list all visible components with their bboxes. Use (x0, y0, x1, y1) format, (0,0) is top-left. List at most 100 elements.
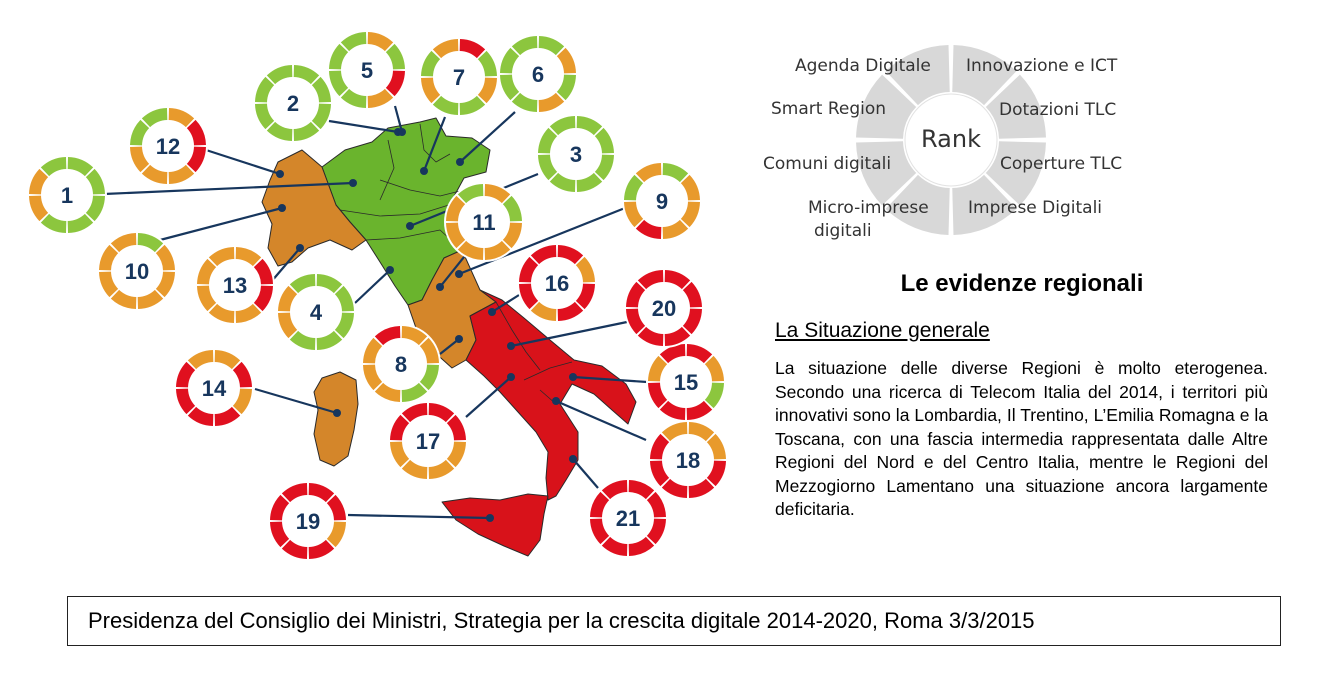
badge-segment (511, 92, 538, 112)
rank-badge-3: 3 (536, 114, 616, 194)
badge-center (513, 49, 563, 99)
badge-segment (686, 400, 713, 420)
badge-segment (197, 258, 217, 285)
badge-segment (176, 361, 196, 388)
badge-segment (519, 283, 539, 310)
rank-wheel-segment (985, 141, 1046, 206)
badge-segment (99, 244, 119, 271)
badge-segment (594, 154, 614, 181)
badge-segment (661, 422, 688, 442)
badge-segment (168, 108, 195, 128)
badge-segment (594, 127, 614, 154)
badge-segment (576, 116, 603, 136)
badge-segment (446, 195, 466, 222)
rank-badge-9: 9 (622, 161, 702, 241)
badge-segment (235, 247, 262, 267)
badge-segment (457, 184, 484, 204)
badge-center (268, 78, 318, 128)
rank-badge-13: 13 (195, 245, 275, 325)
badge-rank-number: 13 (223, 273, 247, 298)
badge-segment (635, 163, 662, 183)
badge-segment (688, 478, 715, 498)
badge-segment (511, 36, 538, 56)
badge-segment (459, 95, 486, 115)
rank-center-label: Rank (921, 125, 981, 153)
badge-segment (266, 121, 293, 141)
badge-segment (363, 364, 383, 391)
rank-badge-5: 5 (327, 30, 407, 110)
rank-wheel-segment (856, 141, 917, 206)
badge-segment (428, 403, 455, 423)
badge-segment (650, 460, 670, 487)
badge-segment (419, 337, 439, 364)
badge-segment (334, 312, 354, 339)
badge-center (112, 246, 162, 296)
badge-segment (549, 172, 576, 192)
badge-segment (704, 382, 724, 409)
badge-rank-number: 17 (416, 429, 440, 454)
badge-segment (278, 285, 298, 312)
rank-label-smart-region: Smart Region (771, 99, 887, 119)
badge-segment (401, 459, 428, 479)
badge-segment (549, 116, 576, 136)
badge-center (459, 197, 509, 247)
badge-segment (278, 312, 298, 339)
badge-rank-number: 1 (61, 183, 73, 208)
badge-segment (590, 518, 610, 545)
rank-label-agenda-digitale: Agenda Digitale (795, 56, 931, 76)
rank-badge-17: 17 (388, 401, 468, 481)
rank-badge-4: 4 (276, 272, 356, 352)
badge-segment (538, 92, 565, 112)
badge-segment (477, 77, 497, 104)
badge-segment (432, 39, 459, 59)
badge-segment (575, 256, 595, 283)
rank-label-innovazione-ict: Innovazione e ICT (966, 56, 1118, 76)
badge-center (291, 287, 341, 337)
badge-rank-number: 18 (676, 448, 700, 473)
badge-segment (374, 326, 401, 346)
badge-segment (253, 258, 273, 285)
badge-segment (326, 521, 346, 548)
rank-badge-15: 15 (646, 342, 726, 422)
badge-segment (576, 172, 603, 192)
leader-dots (276, 128, 577, 522)
badge-segment (186, 119, 206, 146)
badge-segment (646, 518, 666, 545)
badge-segment (390, 414, 410, 441)
badge-segment (664, 326, 691, 346)
rank-wheel-segment (985, 74, 1046, 139)
badge-segment (270, 494, 290, 521)
body-paragraph: La situazione delle diverse Regioni è mo… (775, 358, 1268, 519)
section-subheading: La Situazione generale (775, 319, 990, 342)
badge-rank-number: 9 (656, 189, 668, 214)
badge-segment (635, 219, 662, 239)
badge-rank-number: 11 (472, 210, 495, 235)
badge-segment (208, 247, 235, 267)
badge-segment (316, 330, 343, 350)
rank-badge-2: 2 (253, 63, 333, 143)
badge-segment (706, 460, 726, 487)
badge-segment (99, 271, 119, 298)
badge-segment (110, 233, 137, 253)
badge-segment (538, 36, 565, 56)
badge-center (283, 496, 333, 546)
badge-segment (293, 121, 320, 141)
badge-segment (500, 74, 520, 101)
badge-segment (500, 47, 520, 74)
rank-wheel-segment (952, 45, 1017, 106)
badge-segment (626, 308, 646, 335)
badge-segment (648, 382, 668, 409)
badge-rank-number: 16 (545, 271, 569, 296)
badge-segment (459, 39, 486, 59)
badge-segment (187, 406, 214, 426)
badge-segment (137, 233, 164, 253)
badge-segment (385, 43, 405, 70)
badge-segment (67, 157, 94, 177)
badge-segment (29, 195, 49, 222)
badge-segment (266, 65, 293, 85)
badge-segment (374, 382, 401, 402)
badge-segment (289, 330, 316, 350)
badge-segment (432, 95, 459, 115)
badge-center (42, 170, 92, 220)
badge-segment (289, 274, 316, 294)
